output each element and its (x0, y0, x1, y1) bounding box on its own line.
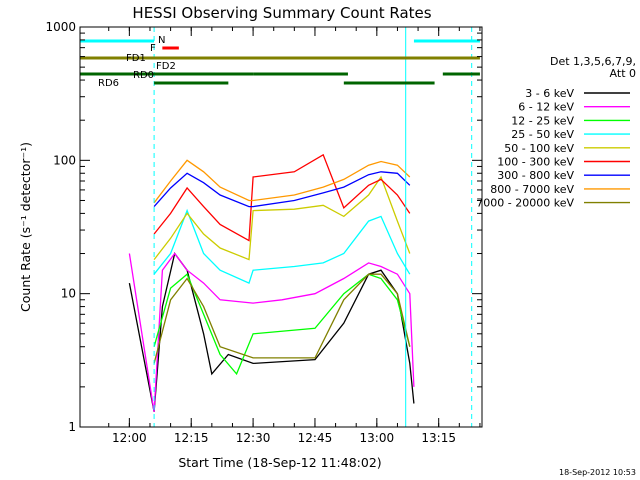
series-line-7 (153, 159, 411, 204)
y-tick-label-1: 10 (61, 287, 76, 301)
flag-label-5: RD6 (98, 78, 119, 89)
legend-label-6: 300 - 800 keV (497, 169, 574, 182)
x-axis-label: Start Time (18-Sep-12 11:48:02) (178, 455, 381, 470)
series-line-6 (153, 171, 411, 208)
series-layer (128, 153, 415, 412)
series-line-0 (128, 251, 415, 412)
x-tick-label-1: 12:15 (174, 431, 209, 445)
legend-title-0: Det 1,3,5,6,7,9, (550, 55, 636, 68)
series-line-2 (153, 273, 411, 376)
x-tick-label-0: 12:00 (112, 431, 147, 445)
vertical-markers (153, 27, 473, 427)
series-line-5 (153, 153, 411, 242)
x-tick-label-3: 12:45 (298, 431, 333, 445)
footer-date: 18-Sep-2012 10:53 (559, 468, 636, 477)
chart-title: HESSI Observing Summary Count Rates (132, 4, 431, 22)
y-tick-label-0: 1 (68, 420, 76, 434)
plot-frame (79, 26, 483, 428)
y-tick-label-2: 100 (53, 153, 76, 167)
legend-label-3: 25 - 50 keV (511, 128, 574, 141)
series-line-1 (128, 252, 415, 412)
flag-label-4: RD0 (133, 70, 154, 81)
legend-label-1: 6 - 12 keV (518, 101, 574, 114)
x-tick-label-2: 12:30 (236, 431, 271, 445)
y-tick-label-3: 1000 (45, 20, 76, 34)
legend-label-5: 100 - 300 keV (497, 156, 574, 169)
legend-label-0: 3 - 6 keV (525, 87, 574, 100)
y-axis-label: Count Rate (s⁻¹ detector⁻¹) (18, 142, 33, 312)
legend-label-2: 12 - 25 keV (511, 114, 574, 127)
x-tick-label-5: 13:15 (421, 431, 456, 445)
flag-label-0: N (158, 35, 165, 46)
legend-label-7: 800 - 7000 keV (490, 183, 574, 196)
flag-label-1: F (150, 43, 156, 54)
x-tick-label-4: 13:00 (360, 431, 395, 445)
flag-label-3: FD2 (156, 61, 176, 72)
axes: 12:00 12:15 12:30 12:45 13:00 13:15 1 10 100 1000 (45, 20, 482, 445)
flag-label-2: FD1 (126, 53, 146, 64)
legend-label-4: 50 - 100 keV (504, 142, 574, 155)
series-line-8 (153, 273, 411, 364)
legend-title-1: Att 0 (610, 67, 636, 80)
legend-label-8: 7000 - 20000 keV (476, 197, 574, 210)
